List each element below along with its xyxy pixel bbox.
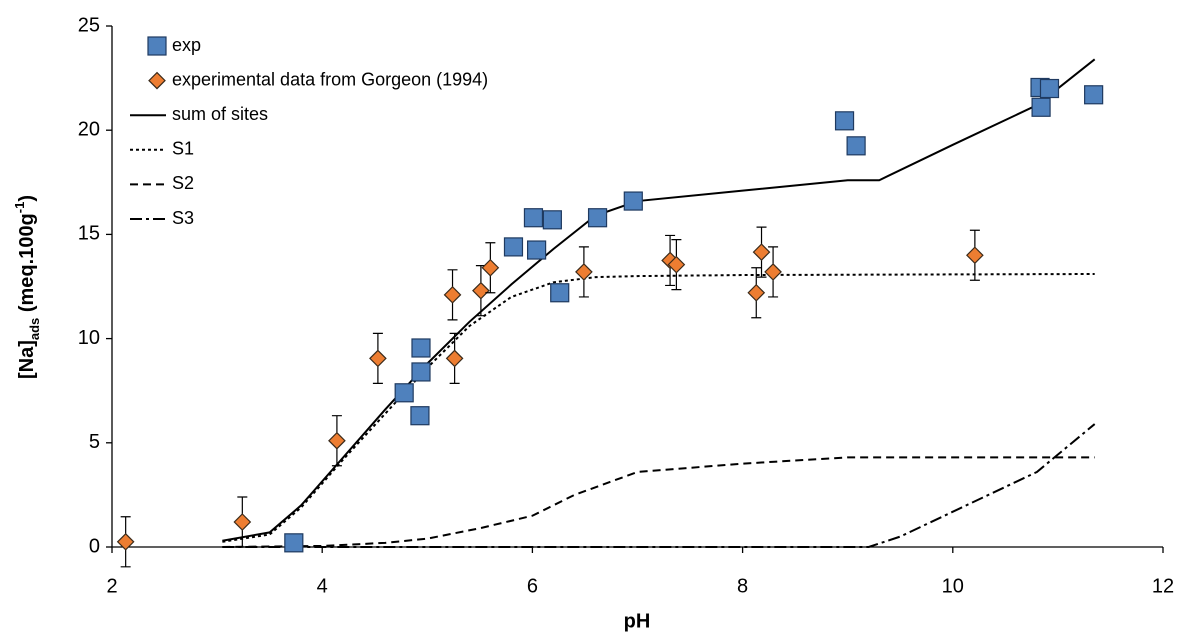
square-marker [623,191,643,211]
x-tick-label: 12 [1152,575,1174,597]
diamond-marker [328,431,346,450]
legend-label: S1 [172,139,194,159]
square-marker [1039,78,1060,99]
y-tick-label: 20 [78,118,100,140]
diamond-marker [445,349,464,368]
square-marker [411,362,431,382]
x-tick-label: 10 [942,575,964,597]
diamond-marker [148,71,166,90]
square-marker [1084,85,1104,105]
square-marker [410,406,430,426]
line-series [222,423,1096,548]
y-tick-label: 10 [78,327,100,349]
diamond-marker [233,513,252,531]
line-series [222,272,1095,543]
y-tick-label: 25 [78,14,100,36]
legend-label: sum of sites [172,104,268,124]
diamond-marker [116,532,135,551]
legend-label: exp [172,35,201,55]
legend-label: S3 [172,208,194,228]
diamond-marker [481,258,500,277]
square-marker [846,136,866,156]
y-axis-label-part: ) [16,195,38,202]
diamond-marker [667,255,686,274]
y-tick-label: 15 [78,223,100,245]
legend-label: experimental data from Gorgeon (1994) [172,69,488,89]
y-axis-label-part: [Na] [16,340,38,379]
line-series [222,456,1095,548]
x-tick-label: 2 [106,575,117,597]
diamond-marker [472,281,490,300]
diamond-marker [752,243,771,261]
line-series [222,58,1096,542]
x-tick-label: 4 [317,575,328,597]
x-axis-label: pH [624,610,651,632]
y-axis-label-part: ads [27,318,42,340]
y-axis-label-part: -1 [12,202,27,214]
y-axis-label: [Na]ads (meq.100g-1) [12,195,42,379]
x-tick-label: 6 [527,575,538,597]
diamond-marker [966,246,984,265]
square-marker [284,533,304,553]
square-marker [1031,97,1051,117]
y-axis-label-part: (meq.100g [16,213,38,317]
legend-label: S2 [172,173,194,193]
square-marker [523,208,544,228]
square-marker [834,111,855,131]
square-marker [550,283,570,303]
square-marker [394,383,414,403]
y-tick-label: 0 [89,535,100,557]
diamond-marker [764,263,782,281]
square-marker [503,237,524,257]
square-marker [542,210,562,230]
diamond-marker [443,285,462,304]
y-tick-label: 5 [89,431,100,453]
square-marker [587,208,608,228]
diamond-marker [575,263,593,281]
x-tick-label: 8 [737,575,748,597]
square-marker [147,36,167,56]
diamond-marker [747,283,766,302]
square-marker [527,240,547,260]
diamond-marker [369,349,387,368]
square-marker [411,338,431,358]
